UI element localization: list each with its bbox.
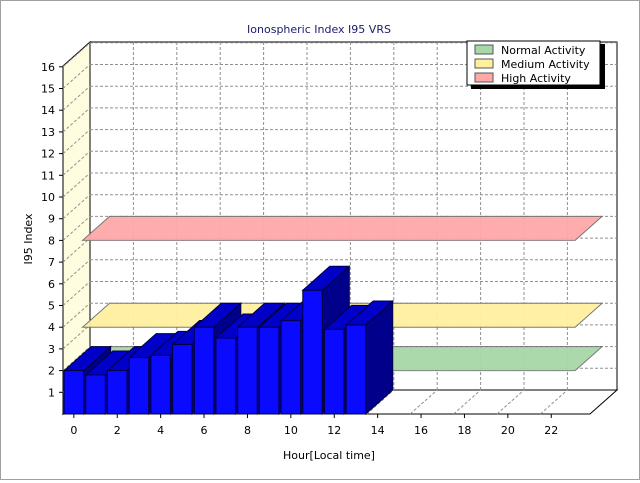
legend-swatch (475, 73, 493, 82)
y-tick-label: 9 (48, 213, 55, 226)
y-tick-label: 13 (41, 126, 55, 139)
legend-swatch (475, 45, 493, 54)
legend-label: High Activity (501, 72, 571, 85)
legend-label: Normal Activity (501, 44, 586, 57)
y-axis-label: I95 Index (22, 213, 35, 265)
x-tick-label: 14 (371, 424, 385, 437)
x-tick-label: 20 (501, 424, 515, 437)
y-tick-label: 12 (41, 148, 55, 161)
x-tick-label: 10 (284, 424, 298, 437)
legend-label: Medium Activity (501, 58, 590, 71)
y-tick-label: 15 (41, 83, 55, 96)
chart-title: Ionospheric Index I95 VRS (247, 23, 391, 36)
band-high-activity (83, 216, 603, 240)
x-tick-label: 2 (114, 424, 121, 437)
y-tick-label: 2 (48, 365, 55, 378)
y-tick-label: 16 (41, 61, 55, 74)
x-tick-label: 18 (457, 424, 471, 437)
y-tick-label: 1 (48, 386, 55, 399)
x-tick-label: 16 (414, 424, 428, 437)
x-axis-label: Hour[Local time] (283, 449, 375, 462)
y-tick-label: 14 (41, 104, 55, 117)
x-tick-label: 8 (244, 424, 251, 437)
x-axis-ticks: 0 2 4 6 8 10 12 14 16 18 20 22 (70, 414, 558, 437)
x-tick-label: 0 (70, 424, 77, 437)
x-tick-label: 12 (327, 424, 341, 437)
y-tick-label: 5 (48, 300, 55, 313)
x-tick-label: 22 (544, 424, 558, 437)
y-tick-label: 11 (41, 169, 55, 182)
y-tick-label: 6 (48, 278, 55, 291)
y-tick-label: 7 (48, 256, 55, 269)
y-tick-label: 4 (48, 321, 55, 334)
legend-swatch (475, 59, 493, 68)
y-tick-label: 3 (48, 343, 55, 356)
y-tick-label: 8 (48, 234, 55, 247)
x-tick-label: 6 (201, 424, 208, 437)
y-tick-label: 10 (41, 191, 55, 204)
x-tick-label: 4 (157, 424, 164, 437)
